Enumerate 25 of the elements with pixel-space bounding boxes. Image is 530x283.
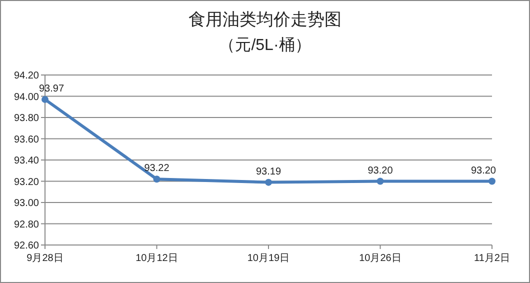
- x-tick-label: 11月2日: [474, 253, 510, 264]
- y-tick-label: 92.80: [14, 219, 40, 230]
- data-label: 93.20: [368, 165, 394, 176]
- point: [488, 178, 496, 185]
- y-tick-label: 92.60: [14, 240, 40, 252]
- data-label: 93.19: [256, 166, 282, 178]
- x-tick-label: 10月19日: [247, 253, 290, 264]
- y-tick-label: 94.00: [14, 92, 40, 103]
- y-tick-label: 93.80: [14, 113, 40, 124]
- point: [265, 178, 272, 186]
- x-tick-label: 10月12日: [136, 253, 178, 264]
- y-tick-label: 93.20: [14, 176, 40, 188]
- data-label: 93.20: [470, 165, 496, 176]
- y-tick-label: 93.00: [14, 198, 40, 209]
- chart-subtitle: （元/5L·桶）: [219, 36, 311, 54]
- y-tick-label: 94.20: [14, 70, 40, 82]
- x-tick-label: 9月28日: [26, 253, 64, 264]
- y-tick-label: 93.60: [14, 134, 40, 146]
- point: [153, 176, 160, 183]
- data-label: 93.22: [144, 163, 170, 174]
- point: [376, 178, 384, 185]
- chart-title: 食用油类均价走势图: [188, 10, 342, 29]
- data-label: 93.97: [39, 83, 64, 94]
- y-tick-label: 93.40: [14, 156, 40, 166]
- x-tick-label: 10月26日: [359, 253, 402, 264]
